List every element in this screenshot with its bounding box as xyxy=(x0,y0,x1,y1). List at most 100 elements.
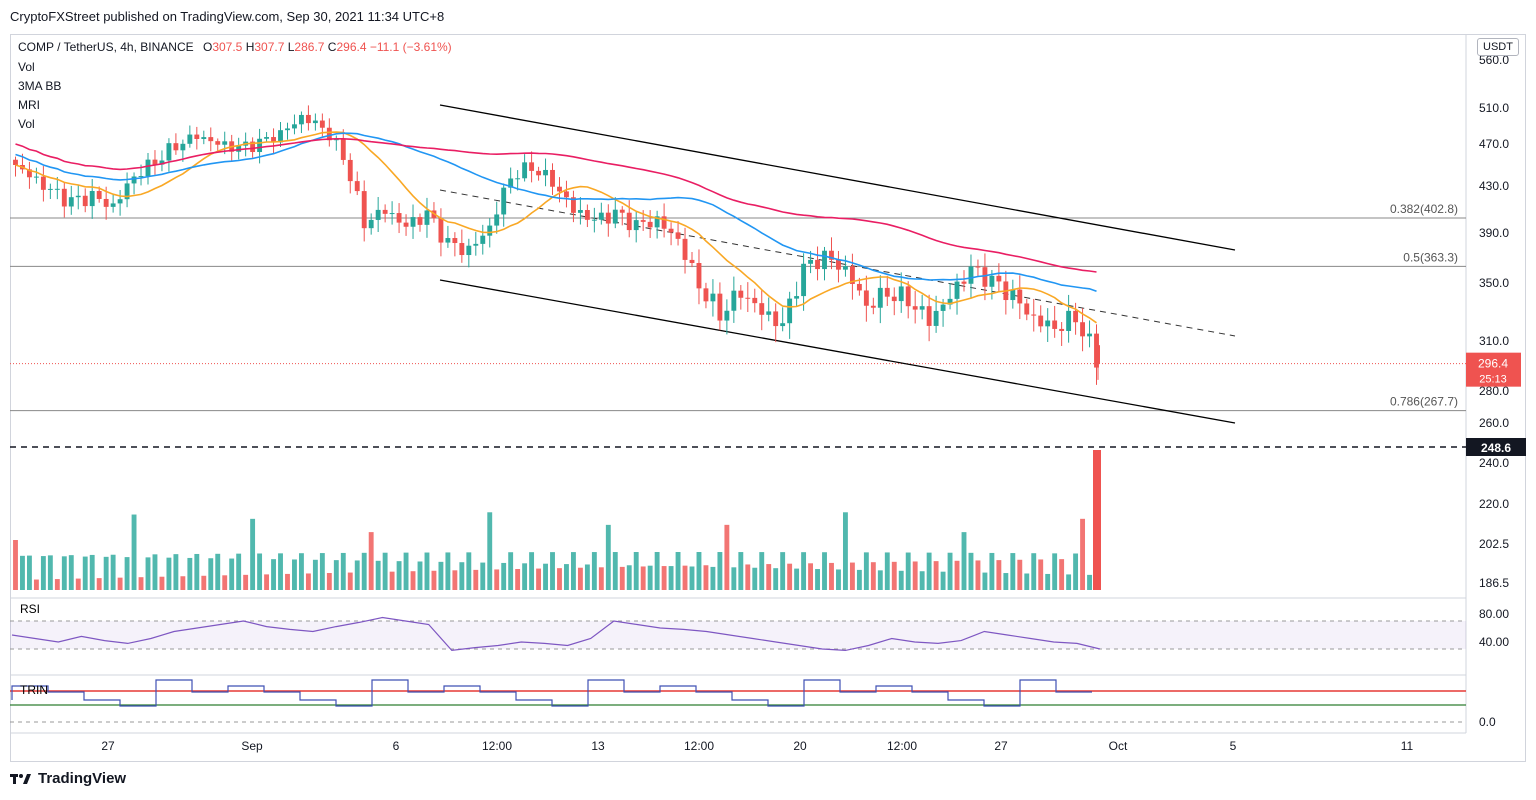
time-tick-label: 27 xyxy=(994,739,1008,753)
trin-tick-label: 0.0 xyxy=(1479,715,1496,729)
volume-bar xyxy=(326,573,332,590)
candle-body xyxy=(194,134,200,139)
volume-bar xyxy=(89,554,95,590)
volume-bar xyxy=(187,557,193,590)
volume-bar xyxy=(773,568,779,590)
candle-body xyxy=(278,130,283,143)
candle-body xyxy=(912,306,918,310)
volume-bar xyxy=(550,552,555,590)
volume-bar xyxy=(103,556,109,590)
candle-body xyxy=(654,216,660,228)
low-value: 286.7 xyxy=(294,40,325,54)
candle-body xyxy=(675,232,681,239)
volume-bar xyxy=(710,566,716,590)
candle-body xyxy=(508,178,514,188)
volume-bar xyxy=(731,567,737,590)
volume-bar xyxy=(577,567,583,590)
indicator-vol-2[interactable]: Vol xyxy=(18,117,35,131)
volume-bar xyxy=(968,552,974,590)
volume-bar xyxy=(598,567,604,590)
volume-bar xyxy=(466,552,472,590)
candle-body xyxy=(766,311,772,315)
candle-body xyxy=(905,286,911,307)
candle-body xyxy=(68,197,74,207)
volume-bar xyxy=(787,563,793,590)
candle-body xyxy=(717,293,723,321)
candle-body xyxy=(333,138,339,141)
candle-body xyxy=(738,290,744,298)
candle-body xyxy=(292,124,297,129)
volume-bar xyxy=(319,553,325,590)
fib-level-label: 0.382(402.8) xyxy=(1390,202,1458,216)
time-tick-label: Oct xyxy=(1109,739,1128,753)
candle-body xyxy=(459,243,465,256)
rsi-tick-label: 40.00 xyxy=(1479,635,1509,649)
volume-bar xyxy=(138,577,144,590)
candle-body xyxy=(787,298,793,324)
candle-body xyxy=(61,188,67,207)
symbol-label[interactable]: COMP / TetherUS, 4h, BINANCE xyxy=(18,40,194,54)
candle-body xyxy=(856,283,862,291)
volume-bar xyxy=(389,571,395,590)
candle-body xyxy=(145,159,151,177)
indicator-vol[interactable]: Vol xyxy=(18,60,35,74)
volume-bar xyxy=(375,560,381,590)
ma-red-line xyxy=(15,138,1097,273)
candle-body xyxy=(1080,322,1086,337)
volume-bar xyxy=(452,570,458,590)
candle-body xyxy=(745,297,751,299)
candle-body xyxy=(605,212,611,224)
last-candle-body xyxy=(1096,345,1100,364)
volume-bar xyxy=(417,561,423,590)
indicator-mri[interactable]: MRI xyxy=(18,98,40,112)
volume-bar xyxy=(759,552,765,590)
channel-mid-line xyxy=(439,189,1236,337)
candle-body xyxy=(1024,303,1030,315)
volume-bar xyxy=(654,552,660,590)
volume-bar xyxy=(536,568,542,590)
candle-body xyxy=(1038,315,1044,327)
volume-bar xyxy=(354,560,360,590)
volume-bar xyxy=(940,571,946,590)
candle-body xyxy=(989,275,995,287)
candle-body xyxy=(982,267,988,287)
channel-lower-line xyxy=(439,279,1236,424)
tradingview-logo-icon xyxy=(10,773,31,784)
volume-bar xyxy=(570,552,576,590)
candle-body xyxy=(117,199,123,204)
volume-bar xyxy=(508,552,514,590)
indicator-3ma-bb[interactable]: 3MA BB xyxy=(18,79,62,93)
candle-body xyxy=(829,250,834,260)
rsi-line xyxy=(11,616,1101,652)
candle-body xyxy=(82,195,88,207)
candle-body xyxy=(640,220,646,222)
volume-bar xyxy=(961,532,967,590)
candle-body xyxy=(926,306,932,326)
candle-body xyxy=(808,259,814,264)
volume-bar xyxy=(361,552,367,590)
candle-body xyxy=(801,263,807,297)
channel-upper-line xyxy=(439,104,1236,251)
candle-body xyxy=(340,138,346,160)
fib-level-label: 0.5(363.3) xyxy=(1403,250,1458,264)
volume-bar xyxy=(159,576,165,590)
quote-currency-button[interactable]: USDT xyxy=(1477,38,1519,56)
volume-bar xyxy=(766,564,772,590)
candle-body xyxy=(487,225,493,236)
candle-body xyxy=(870,305,876,308)
ohlc-legend: COMP / TetherUS, 4h, BINANCE O307.5 H307… xyxy=(18,40,452,54)
volume-bar xyxy=(26,555,32,590)
volume-bar xyxy=(842,512,848,590)
change-value: −11.1 (−3.61%) xyxy=(369,40,452,54)
candle-body xyxy=(222,141,228,145)
volume-bar xyxy=(717,552,723,590)
candle-body xyxy=(417,217,423,225)
support-price-text: 248.6 xyxy=(1481,441,1511,455)
candle-body xyxy=(794,296,800,299)
high-value: 307.7 xyxy=(254,40,285,54)
volume-bar xyxy=(982,572,988,590)
volume-spike-bar xyxy=(1093,450,1101,590)
volume-bar xyxy=(605,524,611,590)
candle-body xyxy=(543,169,548,176)
